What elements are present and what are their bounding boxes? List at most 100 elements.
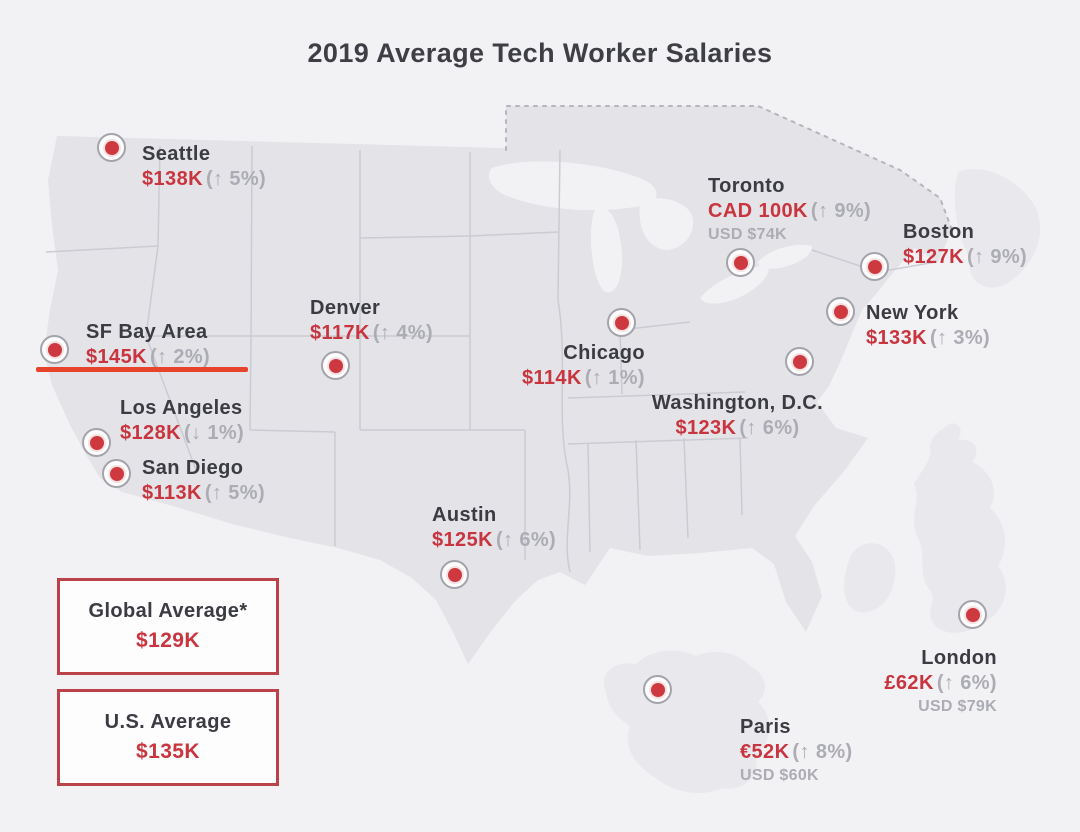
- us-average-label: U.S. Average: [104, 711, 232, 733]
- city-label-san-diego: San Diego $113K (↑ 5%): [142, 457, 265, 505]
- city-value: $133K (↑ 3%): [866, 327, 990, 350]
- city-name: Denver: [310, 297, 381, 319]
- city-name: Austin: [432, 504, 497, 526]
- maritimes-landmass: [954, 169, 1041, 288]
- state-borders: [45, 145, 937, 573]
- marker-dot-icon: [792, 354, 807, 369]
- city-name: London: [921, 647, 997, 669]
- city-value: $113K (↑ 5%): [142, 482, 265, 505]
- us-average-value: $135K: [136, 740, 200, 763]
- salary-change: (↑ 9%): [966, 245, 1028, 268]
- city-label-sf-bay-area: SF Bay Area $145K (↑ 2%): [86, 321, 210, 369]
- marker-dot-icon: [47, 342, 62, 357]
- great-lakes: [488, 161, 812, 304]
- city-name: Seattle: [142, 143, 211, 165]
- usd-conversion: USD $74K: [708, 225, 787, 243]
- city-marker-icon-san-diego: [102, 459, 131, 488]
- marker-dot-icon: [447, 567, 462, 582]
- salary-change: (↓ 1%): [183, 421, 245, 444]
- salary-change: (↑ 6%): [495, 528, 557, 551]
- marker-dot-icon: [733, 255, 748, 270]
- city-name: Washington, D.C.: [651, 392, 824, 414]
- city-marker-icon-toronto: [726, 248, 755, 277]
- salary-amount: £62K: [884, 671, 934, 694]
- city-value: $145K (↑ 2%): [86, 346, 210, 369]
- salary-change: (↑ 6%): [739, 416, 800, 439]
- city-marker-icon-new-york: [826, 297, 855, 326]
- marker-dot-icon: [104, 140, 119, 155]
- city-marker-icon-sf-bay-area: [40, 335, 69, 364]
- usd-conversion: USD $79K: [918, 697, 997, 715]
- city-value: $138K (↑ 5%): [142, 168, 266, 191]
- city-value: $123K (↑ 6%): [645, 417, 830, 440]
- city-label-paris: Paris €52K (↑ 8%) USD $60K: [740, 716, 853, 785]
- salary-change: (↑ 8%): [792, 740, 853, 763]
- marker-dot-icon: [614, 315, 629, 330]
- salary-change: (↑ 6%): [936, 671, 997, 694]
- city-value: $114K (↑ 1%): [505, 367, 645, 390]
- city-label-london: London £62K (↑ 6%) USD $79K: [845, 647, 997, 716]
- marker-dot-icon: [867, 259, 882, 274]
- city-value: CAD 100K (↑ 9%): [708, 200, 871, 223]
- usd-conversion: USD $60K: [740, 766, 819, 784]
- city-value: $117K (↑ 4%): [310, 322, 433, 345]
- city-name: Boston: [903, 221, 975, 243]
- city-marker-icon-washington-dc: [785, 347, 814, 376]
- city-label-denver: Denver $117K (↑ 4%): [310, 297, 433, 345]
- city-marker-icon-boston: [860, 252, 889, 281]
- salary-change: (↑ 2%): [149, 345, 211, 368]
- ireland-landmass: [844, 543, 896, 613]
- us-canada-landmass: [44, 106, 952, 664]
- city-label-austin: Austin $125K (↑ 6%): [432, 504, 556, 552]
- canada-dashed-border: [505, 105, 953, 231]
- city-name: SF Bay Area: [86, 321, 208, 343]
- city-value: £62K (↑ 6%): [845, 672, 997, 695]
- city-value: $127K (↑ 9%): [903, 246, 1027, 269]
- sf-highlight-underline: [36, 367, 248, 372]
- city-name: Paris: [740, 716, 791, 738]
- salary-amount: $114K: [521, 366, 582, 389]
- city-label-seattle: Seattle $138K (↑ 5%): [142, 143, 266, 191]
- global-average-box: Global Average* $129K: [57, 578, 279, 675]
- marker-dot-icon: [650, 682, 665, 697]
- city-label-boston: Boston $127K (↑ 9%): [903, 221, 1027, 269]
- city-marker-icon-denver: [321, 351, 350, 380]
- marker-dot-icon: [109, 466, 124, 481]
- salary-amount: $145K: [86, 345, 147, 368]
- city-value: €52K (↑ 8%): [740, 741, 853, 764]
- city-name: Toronto: [708, 175, 785, 197]
- city-name: Los Angeles: [120, 397, 243, 419]
- us-average-box: U.S. Average $135K: [57, 689, 279, 786]
- salary-amount: $127K: [903, 245, 964, 268]
- marker-dot-icon: [965, 607, 980, 622]
- salary-amount: €52K: [740, 740, 790, 763]
- marker-dot-icon: [833, 304, 848, 319]
- city-label-los-angeles: Los Angeles $128K (↓ 1%): [120, 397, 244, 445]
- global-average-value: $129K: [136, 629, 200, 652]
- city-label-washington-dc: Washington, D.C. $123K (↑ 6%): [645, 392, 830, 440]
- salary-change: (↑ 5%): [205, 167, 267, 190]
- great-britain-landmass: [914, 423, 1006, 633]
- city-name: San Diego: [142, 457, 244, 479]
- salary-change: (↑ 4%): [372, 321, 434, 344]
- salary-amount: $133K: [866, 326, 927, 349]
- city-name: Chicago: [563, 342, 645, 364]
- salary-amount: $125K: [432, 528, 493, 551]
- city-value: $128K (↓ 1%): [120, 422, 244, 445]
- city-label-new-york: New York $133K (↑ 3%): [866, 302, 990, 350]
- page-title: 2019 Average Tech Worker Salaries: [307, 38, 773, 69]
- city-marker-icon-seattle: [97, 133, 126, 162]
- salary-amount: $128K: [120, 421, 181, 444]
- marker-dot-icon: [89, 435, 104, 450]
- global-average-label: Global Average*: [88, 600, 248, 622]
- salary-change: (↑ 1%): [584, 366, 645, 389]
- city-marker-icon-los-angeles: [82, 428, 111, 457]
- city-marker-icon-london: [958, 600, 987, 629]
- city-marker-icon-austin: [440, 560, 469, 589]
- salary-amount: $123K: [675, 416, 737, 439]
- salary-change: (↑ 9%): [810, 199, 872, 222]
- salary-amount: $113K: [142, 481, 202, 504]
- city-marker-icon-paris: [643, 675, 672, 704]
- salary-change: (↑ 5%): [204, 481, 266, 504]
